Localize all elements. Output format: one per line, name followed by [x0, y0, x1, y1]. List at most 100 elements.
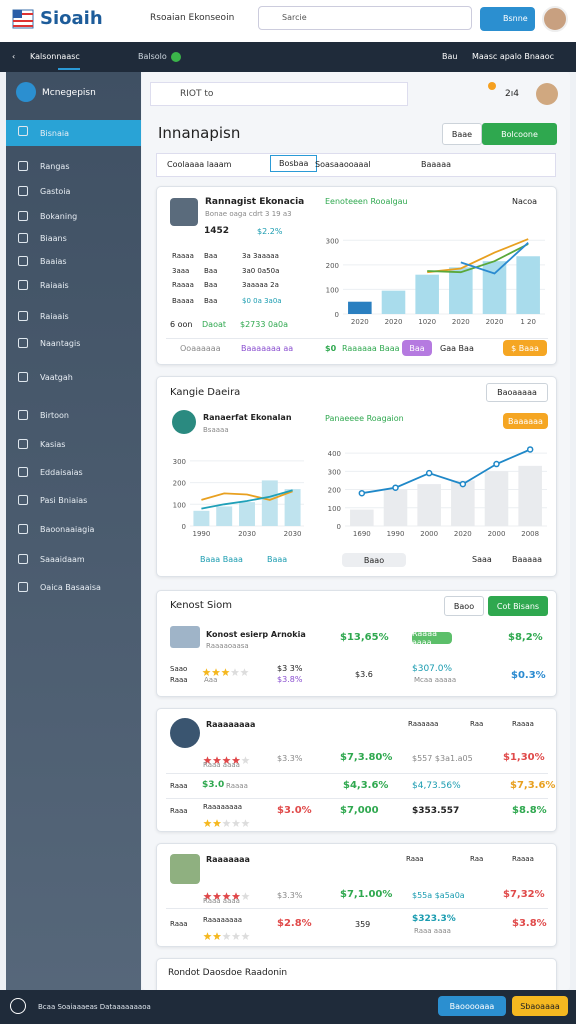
line [460, 242, 529, 275]
stat-cell: Raaaa [172, 281, 194, 289]
pill[interactable]: Baa [402, 340, 432, 356]
column-head: Raaaaaa [408, 720, 439, 728]
sidebar-icon [18, 554, 28, 564]
y-tick-label: 300 [326, 237, 339, 245]
x-tick-label: 2020 [454, 530, 472, 538]
value: $2.8% [277, 918, 312, 929]
label: Raaa [170, 920, 188, 928]
value: $3.3% [277, 891, 303, 900]
sidebar-icon [18, 338, 28, 348]
sidebar-item[interactable]: Saaaidaam [6, 548, 141, 570]
sidebar: Mcnegepisn Bisnaia Rangas Gastoia Bokaning B… [6, 72, 141, 990]
sidebar-item[interactable]: Baaias [6, 250, 141, 272]
sidebar-item[interactable]: Gastoia [6, 180, 141, 202]
y-tick-label: 100 [326, 286, 339, 294]
value: $557 $3a1.a05 [412, 754, 473, 763]
sidebar-item[interactable]: Eddaisaias [6, 461, 141, 483]
button-primary[interactable]: Bolcoone [482, 123, 557, 145]
footer-button[interactable]: Sbaoaaaa [512, 996, 568, 1016]
star [222, 756, 231, 764]
label: Raaaa [226, 782, 248, 790]
point [526, 446, 534, 453]
user-avatar[interactable] [542, 6, 568, 32]
chart-link[interactable]: Nacoa [512, 197, 538, 206]
button[interactable]: Baae [442, 123, 482, 145]
chart-title: Panaeeee Roagaion [325, 414, 404, 423]
dropdown[interactable]: Baoaaaaa [486, 383, 548, 402]
value: $4,73.56% [412, 781, 461, 791]
sidebar-item[interactable]: Bokaning [6, 205, 141, 227]
tab[interactable]: Bosbaa [270, 155, 318, 172]
count: 2ı4 [505, 89, 519, 99]
footer-icon[interactable] [10, 998, 26, 1014]
stat-cell: Baa [204, 267, 218, 275]
button[interactable]: Baoo [444, 596, 484, 616]
sidebar-icon [18, 280, 28, 290]
topbar-link[interactable]: Maasc apalo Bnaaoc [472, 52, 555, 61]
sidebar-item[interactable]: Baoonaaiagia [6, 518, 141, 540]
button-primary[interactable]: Cot Bisans [488, 596, 548, 616]
sidebar-item[interactable]: Vaatgah [6, 366, 141, 388]
value: $7,1.00% [340, 889, 393, 900]
sidebar-item[interactable]: Raiaais [6, 274, 141, 296]
x-tick-label: 1990 [387, 530, 405, 538]
back-icon[interactable]: ‹ [12, 52, 16, 61]
sidebar-item[interactable]: Rangas [6, 155, 141, 177]
rating-host [203, 886, 253, 905]
star [241, 892, 250, 900]
sidebar-item[interactable]: Pasi Bniaias [6, 489, 141, 511]
tab[interactable]: Baaaaa [421, 160, 451, 169]
sidebar-item[interactable]: Biaans [6, 227, 141, 249]
line [361, 448, 531, 495]
pill[interactable]: Baaaaaa [503, 413, 548, 429]
x-tick-label: 2000 [420, 530, 438, 538]
pill[interactable]: $ Baaa [503, 340, 547, 356]
x-tick-label: 2030 [284, 530, 302, 538]
value: $3.8% [512, 918, 547, 929]
rating [203, 819, 250, 827]
value: $353.557 [412, 806, 460, 816]
y-tick-label: 200 [173, 480, 186, 488]
total: Daoat [202, 320, 226, 329]
pill[interactable]: Baao [342, 553, 406, 567]
tab[interactable]: Soasaaooaaal [315, 160, 371, 169]
breadcrumb[interactable]: Kalsonnaasc [30, 52, 80, 61]
label: Raaa aaaa [414, 927, 451, 935]
label: Raaa aaaa [203, 761, 240, 769]
footer-text: Saaa [472, 555, 492, 564]
tab[interactable]: Coolaaaa laaam [167, 160, 232, 169]
sidebar-item[interactable]: Bisnaia [6, 120, 141, 146]
sidebar-icon [18, 126, 28, 136]
column-head: Raaaa [512, 855, 534, 863]
star [222, 819, 231, 827]
sidebar-item[interactable]: Birtoon [6, 404, 141, 426]
main-search-text: RIOT to [180, 89, 214, 99]
sidebar-item[interactable]: Raiaais [6, 305, 141, 327]
value: $3.8% [277, 675, 303, 684]
sidebar-item[interactable]: Oaica Basaaisa [6, 576, 141, 598]
x-tick-label: 2020 [452, 318, 470, 326]
star [203, 819, 212, 827]
value: $307.0% [412, 664, 453, 674]
footer-button[interactable]: Baooooaaa [438, 996, 506, 1016]
stat-cell: 3aaaaa 2a [242, 281, 279, 289]
star [222, 932, 231, 940]
star [211, 668, 221, 676]
header-button[interactable] [480, 7, 535, 31]
star [212, 892, 222, 900]
search-box[interactable] [258, 6, 472, 30]
topbar-link[interactable]: Bau [442, 52, 458, 61]
bar [383, 489, 408, 526]
bar [516, 256, 540, 314]
sidebar-item[interactable]: Kasias [6, 433, 141, 455]
value: $7,000 [340, 805, 379, 816]
avatar[interactable] [536, 83, 558, 105]
value: $3.0 [202, 780, 225, 790]
main-search[interactable] [150, 82, 408, 106]
stat-cell: 3a0 0a50a [242, 267, 280, 275]
point [358, 489, 366, 497]
sidebar-item[interactable]: Naantagis [6, 332, 141, 354]
point [459, 480, 467, 488]
sidebar-icon [18, 211, 28, 221]
